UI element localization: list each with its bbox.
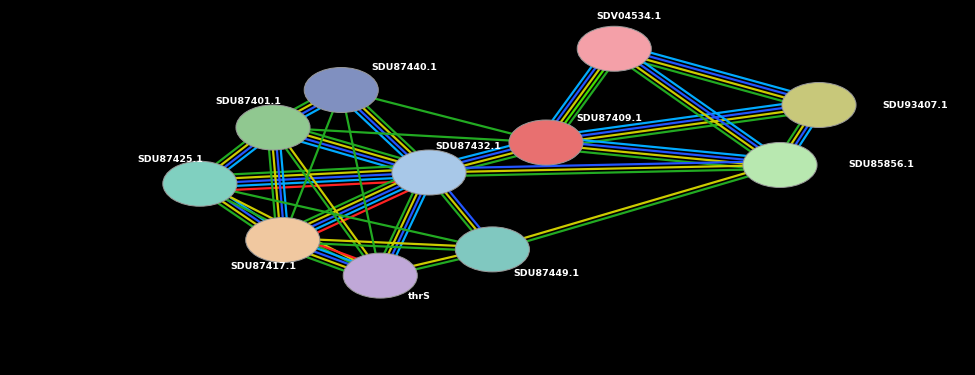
Ellipse shape <box>246 217 320 262</box>
Text: SDU87449.1: SDU87449.1 <box>513 269 579 278</box>
Text: SDU85856.1: SDU85856.1 <box>848 160 915 170</box>
Text: SDU87425.1: SDU87425.1 <box>137 155 204 164</box>
Ellipse shape <box>392 150 466 195</box>
Text: SDU93407.1: SDU93407.1 <box>882 100 948 109</box>
Ellipse shape <box>343 253 417 298</box>
Text: thrS: thrS <box>408 292 431 301</box>
Ellipse shape <box>236 105 310 150</box>
Text: SDU87432.1: SDU87432.1 <box>435 142 501 151</box>
Ellipse shape <box>577 26 651 71</box>
Text: SDU87417.1: SDU87417.1 <box>230 262 296 271</box>
Text: SDV04534.1: SDV04534.1 <box>597 12 661 21</box>
Ellipse shape <box>304 68 378 112</box>
Ellipse shape <box>509 120 583 165</box>
Text: SDU87440.1: SDU87440.1 <box>371 63 438 72</box>
Text: SDU87409.1: SDU87409.1 <box>576 114 643 123</box>
Ellipse shape <box>782 82 856 128</box>
Ellipse shape <box>163 161 237 206</box>
Ellipse shape <box>743 142 817 188</box>
Ellipse shape <box>455 227 529 272</box>
Text: SDU87401.1: SDU87401.1 <box>215 97 282 106</box>
